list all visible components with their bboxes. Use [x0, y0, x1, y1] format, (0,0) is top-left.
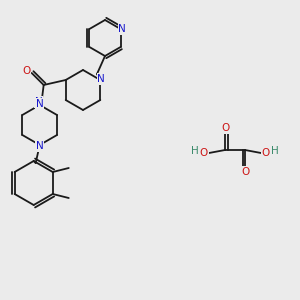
- Text: O: O: [262, 148, 270, 158]
- Text: N: N: [35, 97, 43, 107]
- Text: O: O: [200, 148, 208, 158]
- Text: O: O: [22, 66, 31, 76]
- Text: N: N: [98, 74, 105, 84]
- Text: N: N: [118, 24, 126, 34]
- Text: N: N: [36, 99, 43, 109]
- Text: H: H: [271, 146, 279, 156]
- Text: O: O: [241, 167, 249, 177]
- Text: N: N: [36, 141, 43, 151]
- Text: H: H: [191, 146, 199, 156]
- Text: O: O: [221, 123, 229, 133]
